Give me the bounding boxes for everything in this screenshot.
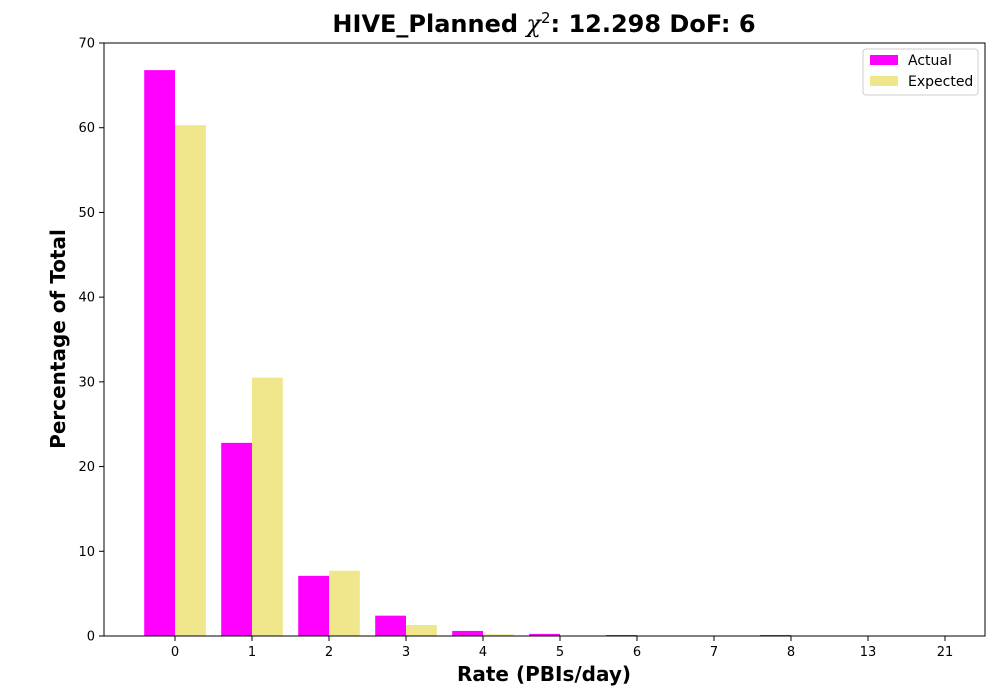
y-tick-label-10: 10 [78, 545, 95, 560]
bar-actual-3 [375, 615, 406, 636]
x-tick-label-7: 7 [710, 645, 718, 660]
bar-actual-2 [298, 575, 329, 636]
y-tick-label-30: 30 [78, 375, 95, 390]
bar-expected-4 [483, 634, 514, 636]
legend-label-actual: Actual [908, 53, 952, 69]
chart-title-suffix: : 12.298 DoF: 6 [551, 10, 756, 38]
axes-layer: 0 10 20 30 40 50 60 70 0 1 2 3 4 5 6 7 8 13 21 [78, 37, 986, 660]
bar-actual-0 [144, 70, 175, 636]
y-axis-title: Percentage of Total [46, 229, 70, 449]
legend-swatch-expected [870, 76, 898, 86]
bar-actual-4 [452, 630, 483, 636]
chart-title: HIVE_Planned χ2: 12.298 DoF: 6 [332, 9, 755, 38]
bar-expected-0 [175, 125, 206, 637]
x-axis-title: Rate (PBIs/day) [457, 662, 631, 686]
y-tick-label-20: 20 [78, 460, 95, 475]
x-tick-label-4: 4 [479, 645, 487, 660]
plot-frame [103, 42, 986, 637]
x-tick-label-2: 2 [325, 645, 333, 660]
legend-label-expected: Expected [908, 74, 973, 90]
bar-actual-8 [760, 634, 791, 636]
chart-title-superscript: 2 [541, 9, 551, 27]
bars-layer [144, 70, 791, 637]
chart-title-prefix: HIVE_Planned [332, 10, 526, 38]
x-tick-label-0: 0 [171, 645, 179, 660]
bar-actual-5 [529, 633, 560, 636]
x-tick-label-8: 8 [787, 645, 795, 660]
bar-expected-2 [329, 570, 360, 636]
bar-expected-1 [252, 377, 283, 636]
y-tick-label-0: 0 [87, 630, 95, 645]
x-tick-label-1: 1 [248, 645, 256, 660]
x-tick-label-13: 13 [860, 645, 877, 660]
bar-actual-1 [221, 442, 252, 636]
bar-expected-3 [406, 624, 437, 636]
x-tick-label-5: 5 [556, 645, 564, 660]
y-tick-label-70: 70 [78, 37, 95, 52]
legend-swatch-actual [870, 55, 898, 65]
chart-title-symbol: χ [524, 10, 542, 38]
y-tick-label-50: 50 [78, 206, 95, 221]
x-tick-label-21: 21 [937, 645, 954, 660]
y-tick-label-40: 40 [78, 291, 95, 306]
x-tick-label-6: 6 [633, 645, 641, 660]
x-tick-label-3: 3 [402, 645, 410, 660]
bar-actual-6 [606, 634, 637, 636]
y-tick-label-60: 60 [78, 121, 95, 136]
legend: Actual Expected [862, 48, 979, 96]
